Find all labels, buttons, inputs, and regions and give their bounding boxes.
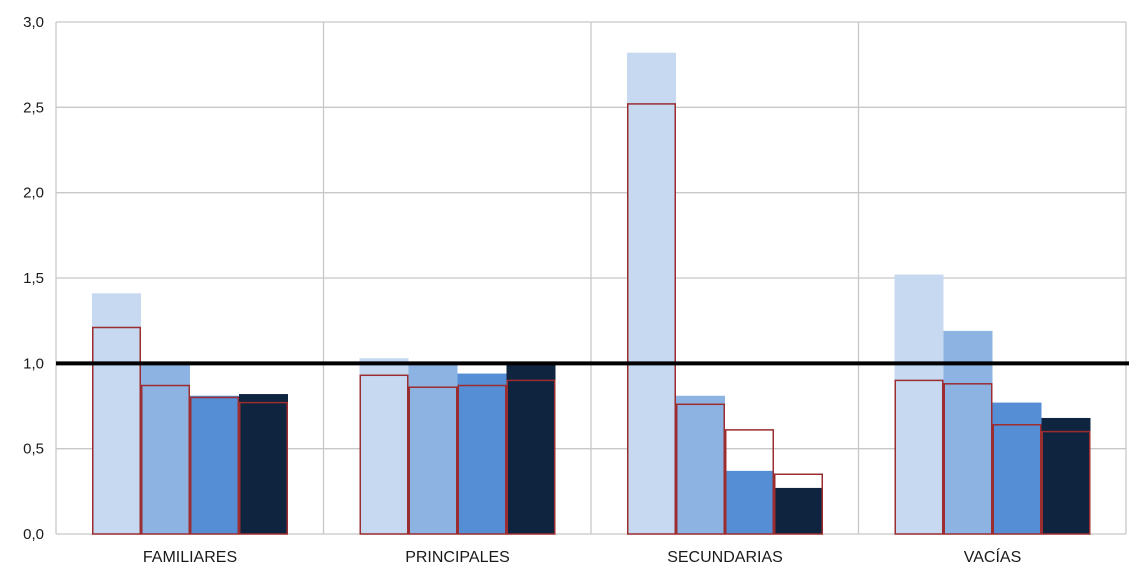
x-category-label: FAMILIARES <box>143 549 237 566</box>
outline-bar <box>408 386 458 535</box>
bar <box>894 274 944 534</box>
y-tick-label: 2,5 <box>23 99 44 116</box>
outline-bar <box>774 473 823 535</box>
bar <box>1041 417 1091 534</box>
y-tick-label: 1,5 <box>23 270 44 287</box>
bar <box>676 395 725 534</box>
bar <box>774 487 823 534</box>
outline-bar <box>141 384 190 535</box>
outline-bar <box>943 383 993 535</box>
y-tick-label: 0,0 <box>23 526 44 543</box>
bar <box>457 373 507 534</box>
outline-bar <box>457 384 507 535</box>
bar <box>408 363 458 534</box>
y-tick-label: 0,5 <box>23 441 44 458</box>
bar <box>725 470 774 534</box>
y-tick-label: 2,0 <box>23 185 44 202</box>
outline-bar <box>506 379 556 535</box>
y-tick-label: 1,0 <box>23 355 44 372</box>
outline-bar <box>627 103 676 535</box>
bar <box>141 363 190 534</box>
x-axis-labels: FAMILIARES PRINCIPALES SECUNDARIAS VACÍAS <box>143 547 1021 566</box>
bar <box>627 52 676 534</box>
outline-bars <box>92 103 1091 535</box>
outline-bar <box>894 379 944 535</box>
bars <box>92 52 1091 534</box>
outline-bar <box>992 424 1042 535</box>
outline-bar <box>190 396 239 535</box>
bar <box>92 293 141 534</box>
bar <box>506 363 556 534</box>
outline-bar <box>92 326 141 535</box>
outline-bar <box>239 401 288 535</box>
bar <box>239 394 288 534</box>
bar <box>190 395 239 534</box>
x-category-label: SECUNDARIAS <box>667 549 783 566</box>
bar <box>992 402 1042 534</box>
y-tick-label: 3,0 <box>23 14 44 31</box>
outline-bar <box>359 374 409 535</box>
y-axis-ticks: 0,0 0,5 1,0 1,5 2,0 2,5 3,0 <box>23 14 44 543</box>
outline-bar <box>725 429 774 535</box>
outline-bar <box>1041 430 1091 535</box>
x-category-label: PRINCIPALES <box>405 549 510 566</box>
x-category-label: VACÍAS <box>964 547 1022 566</box>
outline-bar <box>676 403 725 535</box>
bar <box>359 358 409 534</box>
